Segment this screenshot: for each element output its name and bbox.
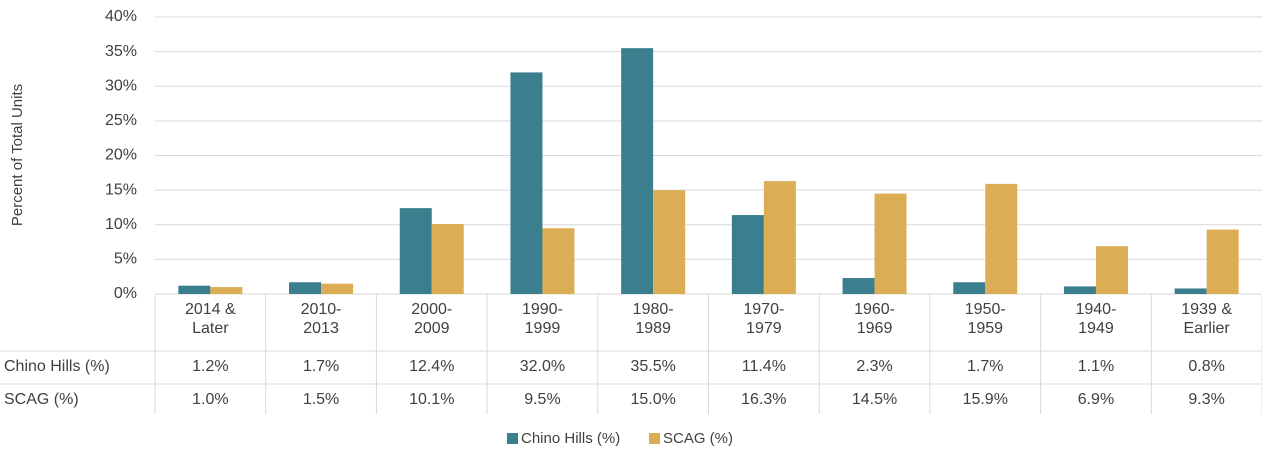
table-value: 10.1% xyxy=(409,391,454,408)
y-tick-label: 5% xyxy=(114,251,137,268)
bar xyxy=(1063,286,1096,294)
table-value: 1.2% xyxy=(192,358,228,375)
x-tick-label: 1960-1969 xyxy=(854,301,895,337)
bar xyxy=(542,228,575,294)
x-tick-label: 1990-1999 xyxy=(521,301,563,337)
y-tick-label: 15% xyxy=(105,181,137,198)
y-tick-label: 20% xyxy=(105,147,137,164)
bar xyxy=(510,72,543,295)
table-value: 1.7% xyxy=(303,358,339,375)
y-tick-label: 30% xyxy=(105,77,137,94)
table-value: 6.9% xyxy=(1078,391,1114,408)
x-tick-label: 1980-1989 xyxy=(632,301,674,337)
bar xyxy=(842,278,875,294)
table-value: 15.0% xyxy=(630,391,675,408)
x-tick-label: 2000-2009 xyxy=(411,301,453,337)
bar xyxy=(431,224,464,294)
bar xyxy=(178,285,211,294)
y-axis-label: Percent of Total Units xyxy=(9,84,26,226)
table-value: 1.7% xyxy=(967,358,1003,375)
y-tick-label: 40% xyxy=(105,8,137,25)
bar xyxy=(1206,229,1239,294)
table-value: 1.1% xyxy=(1078,358,1114,375)
bar xyxy=(653,190,686,294)
bar xyxy=(621,48,654,294)
y-tick-label: 0% xyxy=(114,285,137,302)
table-value: 12.4% xyxy=(409,358,454,375)
bar xyxy=(321,283,354,294)
table-value: 32.0% xyxy=(520,358,565,375)
bar xyxy=(874,193,907,294)
table-value: 16.3% xyxy=(741,391,786,408)
legend-label: SCAG (%) xyxy=(663,430,733,447)
table-value: 9.3% xyxy=(1188,391,1224,408)
table-row-label: SCAG (%) xyxy=(4,391,79,408)
bar xyxy=(289,282,322,294)
bar xyxy=(1095,246,1128,294)
legend-swatch xyxy=(649,433,660,444)
bar xyxy=(953,282,986,294)
x-tick-label: 2010-2013 xyxy=(300,301,342,337)
bar xyxy=(731,215,764,294)
y-tick-label: 10% xyxy=(105,216,137,233)
bar xyxy=(1174,288,1207,294)
legend-swatch xyxy=(507,433,518,444)
table-value: 11.4% xyxy=(742,358,786,375)
bar xyxy=(399,208,432,294)
legend-label: Chino Hills (%) xyxy=(521,430,620,447)
bar xyxy=(985,183,1018,294)
x-tick-label: 1950-1959 xyxy=(964,301,1006,337)
bar xyxy=(210,287,243,294)
table-value: 2.3% xyxy=(856,358,892,375)
x-tick-label: 2014 & Later xyxy=(184,301,236,337)
y-tick-label: 35% xyxy=(105,43,137,60)
table-value: 9.5% xyxy=(524,391,560,408)
table-value: 1.5% xyxy=(303,391,339,408)
y-tick-label: 25% xyxy=(105,112,137,129)
x-tick-label: 1939 & Earlier xyxy=(1181,301,1232,337)
x-tick-label: 1970-1979 xyxy=(743,301,785,337)
table-value: 0.8% xyxy=(1188,358,1224,375)
table-value: 1.0% xyxy=(192,391,228,408)
table-value: 14.5% xyxy=(852,391,897,408)
table-value: 15.9% xyxy=(963,391,1008,408)
bar xyxy=(763,181,796,294)
table-value: 35.5% xyxy=(630,358,675,375)
x-tick-label: 1940-1949 xyxy=(1075,301,1117,337)
table-row-label: Chino Hills (%) xyxy=(4,358,110,375)
